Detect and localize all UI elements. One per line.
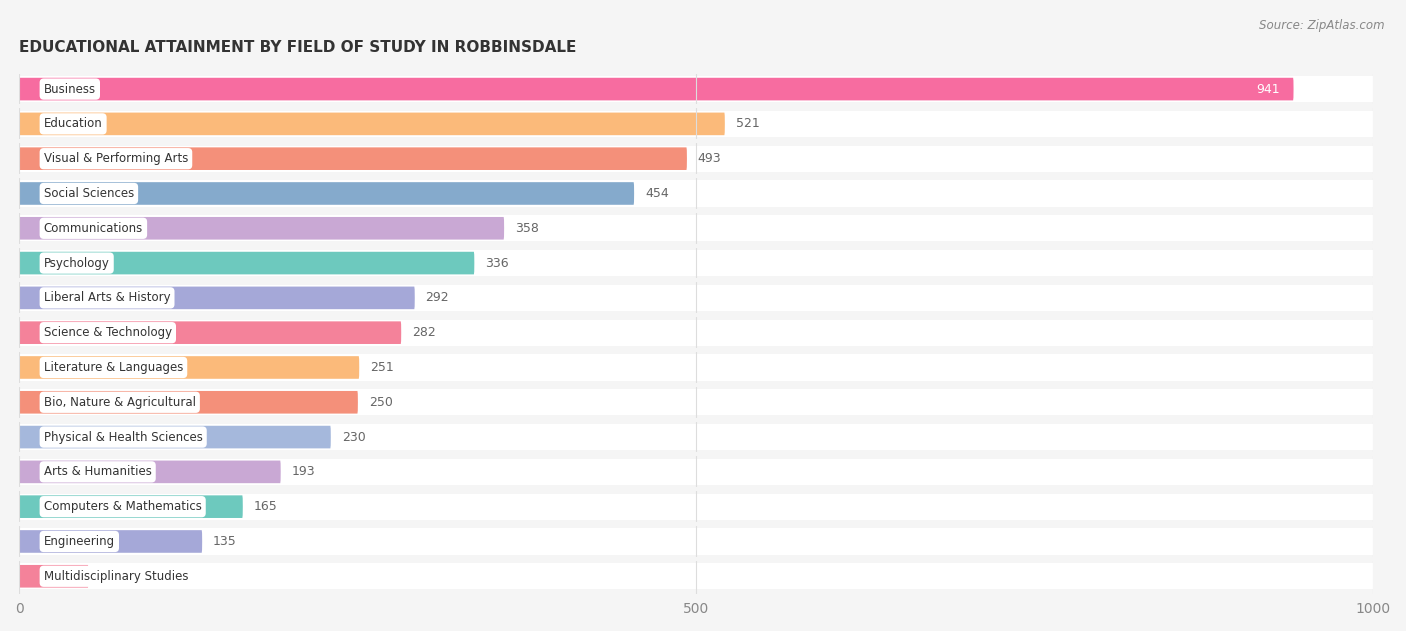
Text: 292: 292 (426, 292, 450, 304)
Text: Engineering: Engineering (44, 535, 115, 548)
FancyBboxPatch shape (20, 148, 688, 170)
Text: Psychology: Psychology (44, 257, 110, 269)
Text: Literature & Languages: Literature & Languages (44, 361, 183, 374)
Text: 336: 336 (485, 257, 509, 269)
Text: Multidisciplinary Studies: Multidisciplinary Studies (44, 570, 188, 583)
FancyBboxPatch shape (20, 250, 1374, 276)
FancyBboxPatch shape (20, 111, 1374, 137)
Text: 358: 358 (515, 221, 538, 235)
Text: Computers & Mathematics: Computers & Mathematics (44, 500, 201, 513)
FancyBboxPatch shape (20, 146, 1374, 172)
Text: Bio, Nature & Agricultural: Bio, Nature & Agricultural (44, 396, 195, 409)
Text: 135: 135 (212, 535, 236, 548)
FancyBboxPatch shape (20, 565, 89, 587)
Text: EDUCATIONAL ATTAINMENT BY FIELD OF STUDY IN ROBBINSDALE: EDUCATIONAL ATTAINMENT BY FIELD OF STUDY… (20, 40, 576, 56)
Text: Education: Education (44, 117, 103, 131)
Text: 165: 165 (253, 500, 277, 513)
FancyBboxPatch shape (20, 285, 1374, 311)
FancyBboxPatch shape (20, 252, 474, 274)
Text: 454: 454 (645, 187, 669, 200)
FancyBboxPatch shape (20, 424, 1374, 450)
FancyBboxPatch shape (20, 459, 1374, 485)
FancyBboxPatch shape (20, 180, 1374, 206)
Text: 282: 282 (412, 326, 436, 339)
Text: Liberal Arts & History: Liberal Arts & History (44, 292, 170, 304)
Text: 521: 521 (735, 117, 759, 131)
Text: 51: 51 (100, 570, 115, 583)
Text: 493: 493 (697, 152, 721, 165)
FancyBboxPatch shape (20, 112, 725, 135)
Text: 250: 250 (368, 396, 392, 409)
Text: 941: 941 (1257, 83, 1279, 95)
FancyBboxPatch shape (20, 495, 243, 518)
Text: 193: 193 (291, 466, 315, 478)
FancyBboxPatch shape (20, 530, 202, 553)
Text: Visual & Performing Arts: Visual & Performing Arts (44, 152, 188, 165)
FancyBboxPatch shape (20, 356, 360, 379)
Text: Physical & Health Sciences: Physical & Health Sciences (44, 430, 202, 444)
FancyBboxPatch shape (20, 78, 1294, 100)
FancyBboxPatch shape (20, 391, 359, 413)
Text: 230: 230 (342, 430, 366, 444)
Text: Source: ZipAtlas.com: Source: ZipAtlas.com (1260, 19, 1385, 32)
FancyBboxPatch shape (20, 355, 1374, 380)
FancyBboxPatch shape (20, 286, 415, 309)
FancyBboxPatch shape (20, 461, 281, 483)
FancyBboxPatch shape (20, 321, 401, 344)
Text: Communications: Communications (44, 221, 143, 235)
FancyBboxPatch shape (20, 217, 505, 240)
Text: Business: Business (44, 83, 96, 95)
FancyBboxPatch shape (20, 215, 1374, 241)
FancyBboxPatch shape (20, 493, 1374, 520)
FancyBboxPatch shape (20, 182, 634, 205)
FancyBboxPatch shape (20, 528, 1374, 555)
FancyBboxPatch shape (20, 320, 1374, 346)
FancyBboxPatch shape (20, 426, 330, 449)
Text: Arts & Humanities: Arts & Humanities (44, 466, 152, 478)
Text: Science & Technology: Science & Technology (44, 326, 172, 339)
FancyBboxPatch shape (20, 389, 1374, 415)
Text: 251: 251 (370, 361, 394, 374)
Text: Social Sciences: Social Sciences (44, 187, 134, 200)
FancyBboxPatch shape (20, 563, 1374, 589)
FancyBboxPatch shape (20, 76, 1374, 102)
